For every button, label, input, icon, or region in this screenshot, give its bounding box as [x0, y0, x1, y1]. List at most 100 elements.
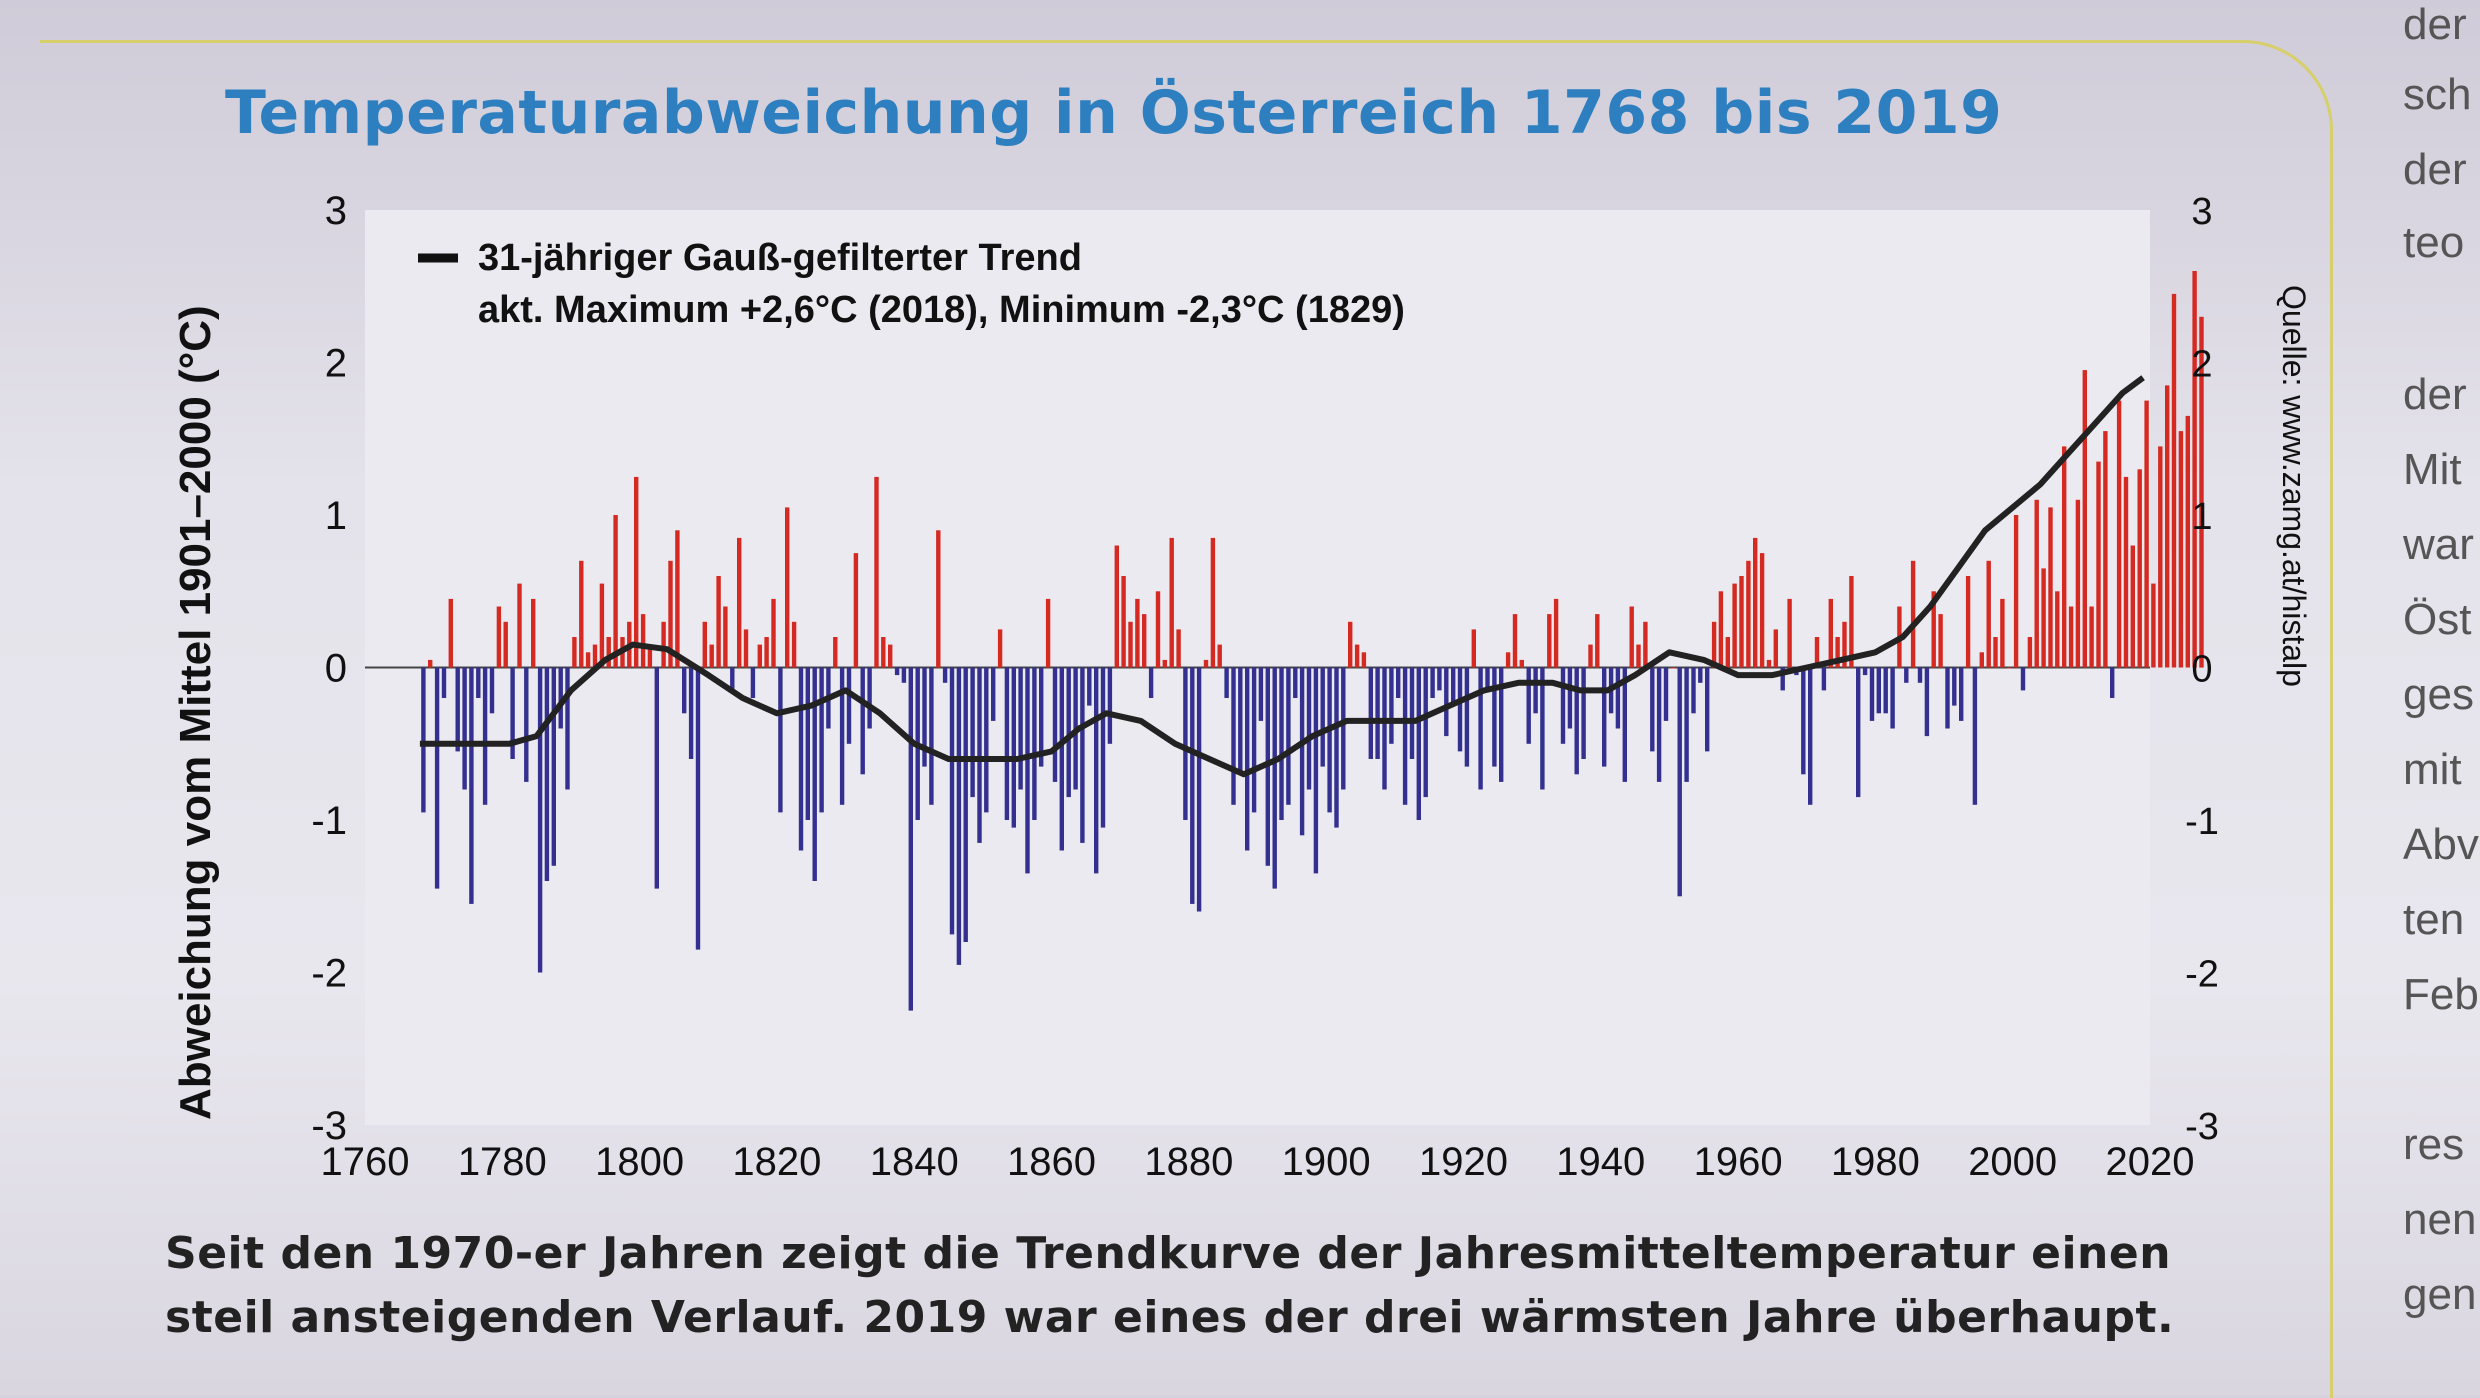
- bar-1999: [2007, 667, 2012, 669]
- legend-trend-label: 31-jähriger Gauß-gefilterter Trend: [478, 237, 1082, 279]
- bar-1928: [1519, 659, 1524, 668]
- x-tick-1940: 1940: [1556, 1140, 1645, 1184]
- bar-2014: [2110, 667, 2115, 698]
- y-left-tick-3: 3: [325, 189, 347, 233]
- bar-1874: [1148, 667, 1154, 698]
- bar-1889: [1251, 667, 1257, 813]
- x-tick-1820: 1820: [732, 1140, 821, 1184]
- bar-1976: [1849, 576, 1854, 668]
- bar-1960: [1739, 576, 1744, 668]
- y-right-tick-0: 0: [2191, 649, 2212, 691]
- bar-1878: [1176, 629, 1181, 668]
- bar-1921: [1471, 629, 1476, 668]
- bar-1935: [1567, 667, 1573, 729]
- legend-extremes-note: akt. Maximum +2,6°C (2018), Minimum -2,3…: [478, 289, 1405, 331]
- y-right-tick--1: -1: [2185, 801, 2219, 843]
- adjacent-page-text: der sch der teo der Mit war Öst ges mit Abv ten Feb r…: [2395, 0, 2480, 1395]
- bar-1825: [812, 667, 817, 881]
- bar-1774: [462, 667, 467, 790]
- bar-1950: [1670, 667, 1676, 669]
- bar-2027: [2199, 316, 2204, 668]
- bar-1909: [1389, 667, 1394, 744]
- bar-1786: [544, 667, 550, 881]
- bar-1966: [1780, 667, 1785, 691]
- bar-1807: [688, 667, 694, 759]
- bar-1861: [1059, 667, 1064, 851]
- bar-2000: [2013, 515, 2019, 668]
- bar-1768: [421, 667, 426, 813]
- bar-2004: [2041, 568, 2046, 668]
- bar-1922: [1478, 667, 1483, 790]
- x-tick-1780: 1780: [458, 1140, 547, 1184]
- bar-1769: [428, 659, 433, 668]
- bar-1982: [1890, 667, 1895, 729]
- bar-1854: [1011, 667, 1016, 828]
- bar-2021: [2158, 446, 2163, 668]
- bar-1801: [647, 644, 653, 668]
- bar-1785: [537, 667, 543, 973]
- bar-1802: [654, 667, 659, 889]
- bar-1986: [1917, 667, 1923, 683]
- bar-1770: [434, 667, 440, 889]
- bar-1804: [668, 560, 673, 668]
- bar-1994: [1972, 667, 1978, 805]
- bar-1846: [956, 667, 962, 965]
- x-tick-1880: 1880: [1144, 1140, 1233, 1184]
- annual-bars: [421, 271, 2204, 1011]
- chart-axes: [365, 210, 2150, 1125]
- bar-1984: [1904, 667, 1909, 683]
- bar-1933: [1553, 598, 1559, 668]
- bar-1870: [1121, 576, 1126, 668]
- side-word: der: [2403, 370, 2467, 419]
- bar-1892: [1272, 667, 1277, 889]
- bar-1912: [1409, 667, 1415, 759]
- bar-1926: [1505, 652, 1511, 668]
- bar-1829: [839, 667, 845, 805]
- bar-2024: [2178, 431, 2184, 668]
- bar-1996: [1986, 560, 1991, 668]
- bar-1974: [1835, 637, 1840, 668]
- bar-1895: [1293, 667, 1298, 698]
- side-word: der: [2403, 0, 2467, 49]
- bar-2022: [2165, 385, 2170, 668]
- bar-1790: [572, 637, 577, 668]
- x-tick-1960: 1960: [1694, 1140, 1783, 1184]
- bar-1806: [682, 667, 687, 714]
- side-word: Öst: [2403, 595, 2472, 644]
- bar-1944: [1629, 606, 1634, 668]
- bar-1888: [1245, 667, 1250, 851]
- bar-1815: [743, 629, 749, 668]
- bar-1839: [908, 667, 913, 1011]
- bar-1794: [599, 583, 605, 668]
- x-tick-1840: 1840: [870, 1140, 959, 1184]
- bar-1857: [1032, 667, 1037, 820]
- y-axis-label: Abweichung vom Mittel 1901–2000 (°C): [171, 305, 220, 1120]
- bar-1834: [874, 476, 879, 668]
- bar-1805: [675, 530, 680, 668]
- bar-1818: [764, 637, 769, 668]
- bar-1927: [1512, 614, 1518, 668]
- bar-1782: [517, 583, 522, 668]
- bar-2026: [2192, 271, 2197, 668]
- bar-1967: [1787, 598, 1792, 668]
- bar-2008: [2068, 606, 2074, 668]
- bar-1947: [1650, 667, 1655, 752]
- bar-1837: [894, 667, 900, 676]
- bar-1781: [510, 667, 515, 759]
- x-tick-2000: 2000: [1968, 1140, 2057, 1184]
- figure-frame: [40, 40, 2333, 1398]
- y-right-tick--2: -2: [2185, 954, 2219, 996]
- bar-1988: [1931, 591, 1936, 668]
- bar-2007: [2062, 446, 2067, 668]
- bar-1777: [482, 667, 488, 805]
- bar-1872: [1135, 598, 1140, 668]
- y-left-tick-0: 0: [325, 647, 347, 691]
- bar-1952: [1684, 667, 1689, 782]
- bar-1923: [1485, 667, 1490, 691]
- y-left-tick-2: 2: [325, 342, 347, 386]
- bar-1865: [1087, 667, 1092, 706]
- bar-1961: [1746, 560, 1751, 668]
- bar-1916: [1437, 667, 1442, 691]
- side-word: teo: [2403, 218, 2465, 267]
- bar-1849: [977, 667, 982, 843]
